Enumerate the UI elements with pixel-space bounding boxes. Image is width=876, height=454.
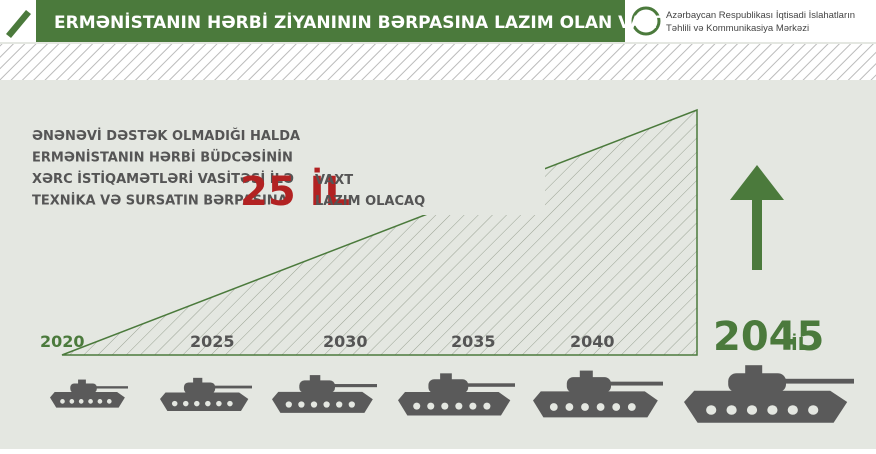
year-label: 2025 <box>190 332 235 351</box>
text-after: LAZIM OLACAQ <box>315 194 425 209</box>
header-icon <box>6 10 31 38</box>
up-arrow <box>730 165 784 270</box>
final-year: 2045 <box>713 314 824 360</box>
text-backdrop <box>240 125 545 215</box>
text-line: XƏRC İSTİQAMƏTLƏRİ VASİTƏSİ İLƏ <box>32 171 294 187</box>
stripe-band <box>0 44 876 80</box>
text-after: VAXT <box>315 173 353 188</box>
text-line: TEXNİKA VƏ SURSATIN BƏRPASINA <box>32 193 288 209</box>
final-unit: İL <box>791 333 809 355</box>
org-name: Azərbaycan Respublikası İqtisadi İslahat… <box>666 10 855 21</box>
org-name: Təhlili və Kommunikasiya Mərkəzi <box>666 23 809 34</box>
year-label: 2040 <box>570 332 615 351</box>
year-label: 2030 <box>323 332 368 351</box>
text-line: ERMƏNİSTANIN HƏRBİ BÜDCƏSİNİN <box>32 150 293 166</box>
org-box <box>625 0 876 42</box>
highlight-value: 25 İL <box>240 167 350 215</box>
text-line: ƏNƏNƏVİ DƏSTƏK OLMADIĞI HALDA <box>32 128 300 144</box>
header-title: ERMƏNİSTANIN HƏRBİ ZİYANININ BƏRPASINA L… <box>54 11 727 33</box>
text-backdrop <box>30 125 240 215</box>
org-emblem <box>631 6 661 36</box>
year-label: 2035 <box>451 332 496 351</box>
year-label: 2020 <box>40 332 85 351</box>
